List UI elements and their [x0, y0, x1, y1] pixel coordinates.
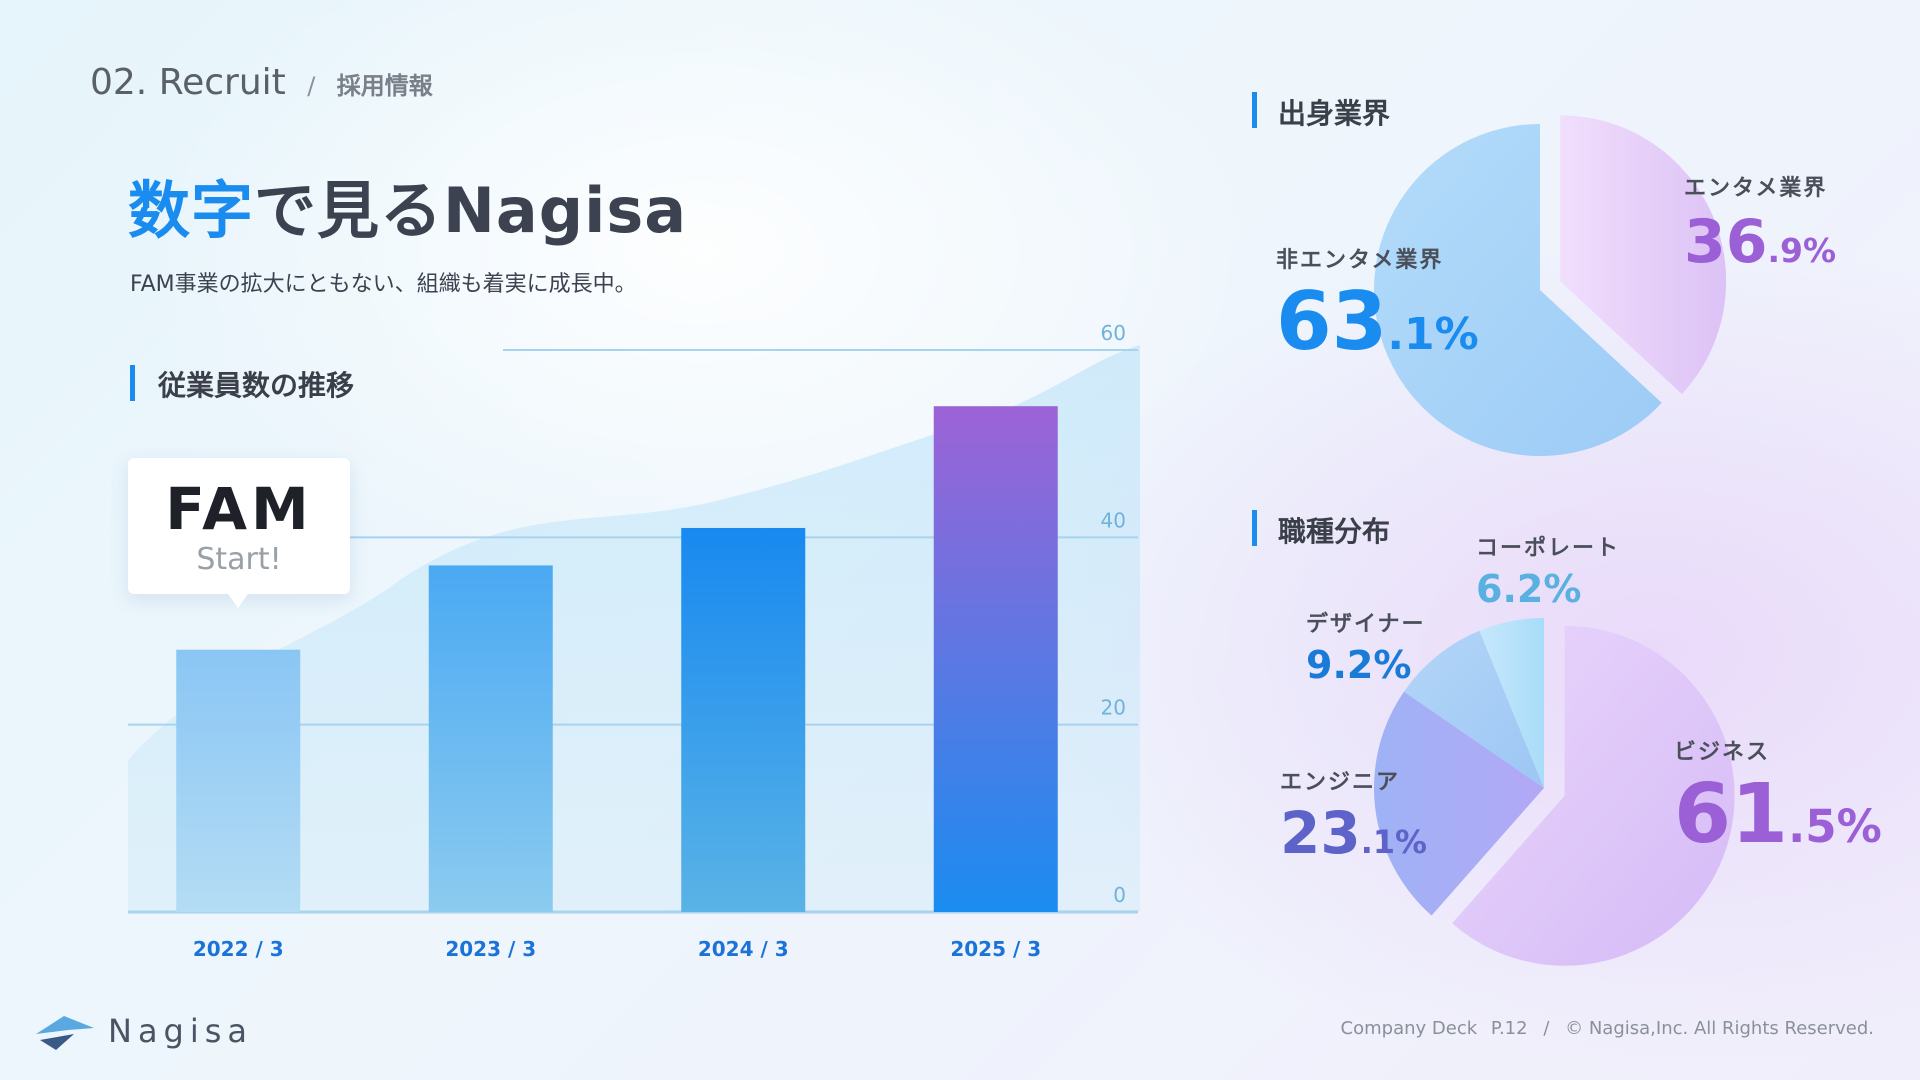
y-tick-label: 0: [1113, 883, 1126, 907]
x-tick-label: 2022 / 3: [193, 937, 284, 961]
employee-chart-title: 従業員数の推移: [158, 369, 355, 402]
pie-slice-designer: [1403, 630, 1544, 788]
y-tick-label: 40: [1101, 508, 1126, 532]
pie-label-engineer: エンジニア 23.1%: [1280, 764, 1427, 862]
pie-label-corporate: コーポレート 6.2%: [1476, 530, 1620, 608]
section-number: 02.: [90, 62, 148, 103]
footer-copyright: © Nagisa,Inc. All Rights Reserved.: [1565, 1018, 1874, 1039]
industry-chart-title: 出身業界: [1278, 97, 1391, 130]
pie-value: 36.9%: [1684, 212, 1836, 272]
callout-pointer: [228, 594, 248, 608]
pie-label-text: 非エンタメ業界: [1276, 248, 1444, 273]
section-header: 02. Recruit / 採用情報: [90, 62, 433, 103]
pie-label-text: エンタメ業界: [1684, 176, 1828, 201]
page-title-highlight: 数字: [128, 174, 255, 247]
pie-value-int: 36: [1684, 207, 1768, 277]
page-title: 数字で見るNagisa: [128, 160, 687, 250]
page-subtitle: FAM事業の拡大にともない、組織も着実に成長中。: [130, 272, 637, 297]
pie-label-designer: デザイナー 9.2%: [1306, 606, 1426, 684]
pie-label-text: コーポレート: [1476, 536, 1621, 561]
footer-deck: Company Deck: [1340, 1018, 1478, 1039]
pie-slice-non-entertainment: [1374, 124, 1662, 457]
role-title-accent: [1252, 510, 1257, 546]
y-tick-label: 60: [1101, 321, 1126, 345]
footer-meta: Company Deck P.12 / © Nagisa,Inc. All Ri…: [1341, 1018, 1874, 1039]
employee-trend-area: [128, 345, 1140, 912]
x-tick-label: 2025 / 3: [950, 937, 1041, 961]
pie-value: 61.5%: [1674, 774, 1882, 856]
pie-label-text: デザイナー: [1306, 612, 1426, 637]
pie-value-int: 61: [1674, 767, 1789, 862]
nagisa-logo-icon: [36, 1016, 94, 1050]
pie-slice-business: [1452, 625, 1735, 966]
pie-value-int: 63: [1276, 275, 1388, 368]
page-title-rest: で見るNagisa: [254, 174, 688, 247]
pie-value: 9.2%: [1306, 643, 1412, 687]
pie-value: 23.1%: [1280, 804, 1427, 862]
fam-start-callout: FAM Start!: [128, 458, 350, 608]
pie-value: 63.1%: [1276, 282, 1479, 362]
footer-brand-name: Nagisa: [108, 1012, 254, 1050]
pie-value-int: 23: [1280, 799, 1361, 867]
pie-label-entertainment: エンタメ業界 36.9%: [1684, 170, 1836, 272]
pie-slice-corporate: [1479, 618, 1544, 788]
bar-0: [176, 649, 301, 912]
pie-value-dec: .1%: [1387, 309, 1479, 360]
pie-label-text: ビジネス: [1674, 740, 1771, 765]
bar-2: [681, 527, 806, 912]
bar-3: [933, 406, 1058, 912]
bar-1: [428, 565, 553, 912]
pie-label-non-entertainment: 非エンタメ業界 63.1%: [1276, 242, 1479, 362]
pie-slice-engineer: [1374, 691, 1544, 916]
role-chart-title: 職種分布: [1278, 515, 1391, 548]
fam-start-label: Start!: [196, 542, 282, 577]
pie-value-dec: .5%: [1788, 800, 1882, 853]
section-subtitle: 採用情報: [336, 72, 433, 100]
section-title: Recruit: [158, 62, 286, 103]
footer-separator: /: [1543, 1018, 1550, 1039]
x-tick-label: 2023 / 3: [445, 937, 536, 961]
pie-value-dec: .1%: [1360, 823, 1427, 861]
industry-title-accent: [1252, 92, 1257, 128]
fam-logo: FAM: [165, 475, 313, 543]
pie-label-business: ビジネス 61.5%: [1674, 734, 1882, 856]
employee-title-accent: [130, 365, 135, 401]
footer-page: P.12: [1490, 1018, 1528, 1039]
section-separator: /: [307, 72, 316, 100]
y-tick-label: 20: [1101, 696, 1126, 720]
pie-value-dec: .9%: [1767, 231, 1837, 270]
pie-slice-entertainment: [1560, 115, 1727, 395]
footer-brand: Nagisa: [34, 1010, 253, 1052]
pie-label-text: エンジニア: [1280, 770, 1401, 795]
x-tick-label: 2024 / 3: [698, 937, 789, 961]
pie-value: 6.2%: [1476, 567, 1582, 611]
